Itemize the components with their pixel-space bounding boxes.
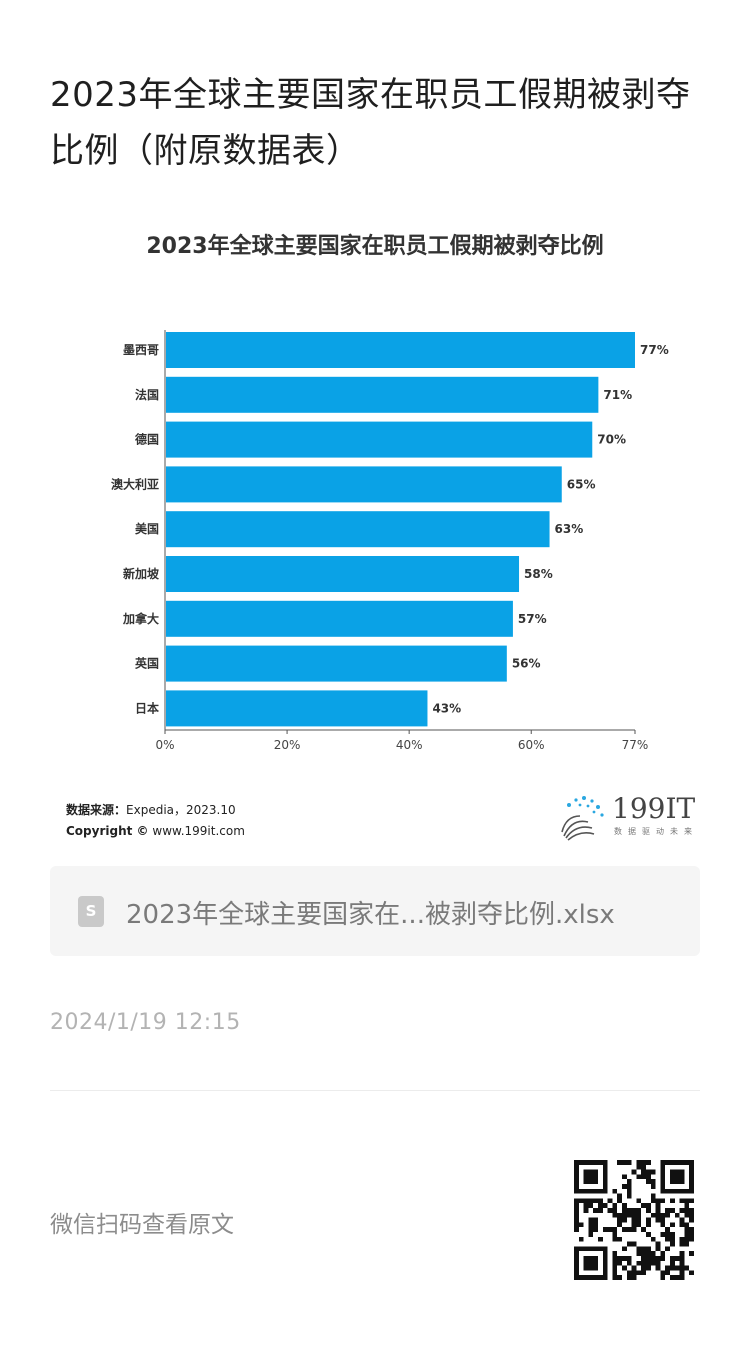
data-label: 70% [597,433,626,447]
copyright-label: Copyright © [66,824,149,838]
category-label: 加拿大 [122,611,159,626]
x-tick-label: 0% [155,738,174,752]
data-source: 数据来源：Expedia，2023.10 Copyright © www.199… [66,800,245,842]
199it-logo: 199IT 数据驱动未来 [558,792,708,842]
bar-4 [166,511,550,548]
logo-text: 199IT [612,792,696,825]
bar-3 [166,466,562,503]
data-label: 58% [524,567,553,581]
chart-title: 2023年全球主要国家在职员工假期被剥夺比例 [146,234,604,259]
timestamp: 2024/1/19 12:15 [50,1010,241,1035]
scan-prompt: 微信扫码查看原文 [50,1212,234,1238]
bar-0 [166,332,635,368]
page-title: 2023年全球主要国家在职员工假期被剥夺比例（附原数据表） [50,74,691,171]
bar-7 [166,645,507,682]
copyright-value: www.199it.com [152,824,245,838]
category-label: 日本 [135,700,159,715]
category-label: 美国 [135,521,159,536]
logo-subtext: 数据驱动未来 [614,827,698,836]
bar-1 [166,376,599,413]
x-tick-label: 77% [622,738,649,752]
bar-8 [166,690,428,727]
data-label: 77% [640,343,669,357]
x-tick-label: 20% [274,738,301,752]
attachment-card[interactable]: S 2023年全球主要国家在...被剥夺比例.xlsx [50,866,700,956]
bar-2 [166,421,593,458]
qr-code-icon[interactable] [574,1160,694,1280]
data-label: 65% [567,477,596,491]
category-label: 法国 [135,387,159,402]
data-label: 63% [555,522,584,536]
source-value: Expedia，2023.10 [126,803,236,817]
data-label: 57% [518,612,547,626]
category-label: 德国 [135,432,159,447]
dandelion-logo-icon [561,796,604,841]
attachment-filename: 2023年全球主要国家在...被剥夺比例.xlsx [126,900,615,930]
x-tick-label: 40% [396,738,423,752]
bar-6 [166,600,513,637]
data-label: 71% [603,388,632,402]
bar-5 [166,556,520,592]
source-label: 数据来源： [66,803,127,817]
category-label: 澳大利亚 [111,476,159,491]
data-label: 56% [512,657,541,671]
bar-chart: 墨西哥 77% 法国 71% 德国 70% 澳大利亚 65% 美国 63% 新加坡 58% 加拿大 57%… [111,330,669,752]
category-label: 英国 [135,656,159,671]
category-label: 墨西哥 [123,343,159,357]
file-icon-letter: S [85,902,97,920]
category-label: 新加坡 [123,566,160,581]
data-label: 43% [432,701,461,715]
divider [50,1090,700,1091]
x-tick-label: 60% [518,738,545,752]
spreadsheet-file-icon: S [78,896,104,927]
